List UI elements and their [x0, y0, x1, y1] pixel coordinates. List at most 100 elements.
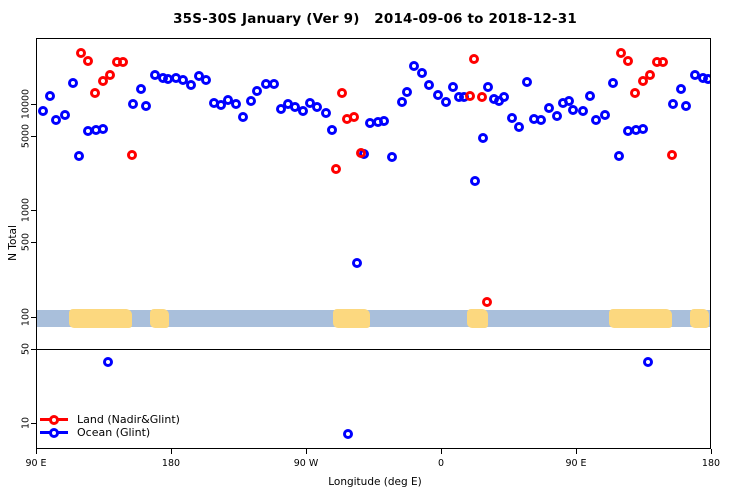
data-point-land: [658, 57, 668, 68]
data-point-land: [76, 48, 86, 58]
data-point-ocean: [327, 125, 337, 135]
data-point-ocean: [514, 122, 524, 132]
data-point-land: [105, 70, 115, 81]
data-point-ocean: [448, 82, 458, 92]
legend-label-land: Land (Nadir&Glint): [77, 413, 180, 426]
data-point-ocean: [591, 115, 601, 126]
data-point-ocean: [50, 115, 61, 126]
data-point-ocean: [186, 80, 196, 91]
reference-line-50: [37, 348, 710, 350]
data-point-land: [616, 48, 626, 58]
y-tick-label: 1000: [20, 198, 32, 223]
data-point-ocean: [216, 100, 226, 110]
land-strip-segment: [150, 308, 169, 329]
data-point-ocean: [178, 75, 188, 86]
data-point-land: [638, 76, 648, 86]
data-point-ocean: [387, 152, 397, 163]
data-point-ocean: [668, 99, 679, 110]
data-point-ocean: [600, 110, 610, 121]
ocean-strip: [37, 309, 710, 328]
y-tick-mark: [31, 316, 36, 318]
y-tick-label: 50: [20, 342, 32, 355]
data-point-ocean: [703, 74, 710, 84]
data-point-ocean: [98, 123, 108, 134]
x-tick-label: 90 E: [25, 458, 47, 469]
y-tick-mark: [31, 242, 36, 244]
plot-area: [36, 38, 711, 449]
data-point-land: [667, 149, 677, 160]
land-strip-segment: [690, 308, 709, 329]
data-point-ocean: [568, 105, 578, 115]
data-point-land: [465, 91, 475, 102]
data-point-land: [477, 92, 487, 103]
data-point-ocean: [507, 112, 517, 123]
x-tick-label: 180: [161, 458, 181, 469]
y-tick-mark: [31, 423, 36, 425]
land-strip-segment: [609, 308, 672, 329]
y-tick-mark: [31, 210, 36, 212]
land-strip-segment: [333, 308, 370, 329]
y-tick-label: 5000: [20, 123, 32, 148]
data-point-ocean: [417, 67, 427, 78]
data-point-ocean: [499, 92, 509, 103]
data-point-land: [349, 111, 359, 122]
x-tick-mark: [36, 449, 37, 454]
data-point-land: [98, 76, 108, 86]
y-axis-title: N Total: [7, 225, 19, 261]
data-point-ocean: [478, 133, 488, 144]
data-point-ocean: [402, 86, 412, 97]
y-tick-label: 10: [20, 417, 32, 430]
data-point-ocean: [397, 97, 407, 108]
data-point-ocean: [141, 101, 151, 111]
y-tick-label: 10000: [20, 88, 32, 119]
data-point-ocean: [676, 84, 686, 95]
data-point-ocean: [379, 116, 389, 126]
data-point-land: [630, 87, 640, 98]
data-point-ocean: [68, 78, 79, 89]
data-point-land: [623, 56, 633, 66]
data-point-ocean: [201, 75, 211, 86]
data-point-land: [356, 148, 366, 158]
data-point-land: [482, 297, 492, 308]
x-tick-label: 0: [437, 458, 445, 469]
data-point-ocean: [424, 80, 434, 91]
data-point-ocean: [441, 97, 451, 108]
data-point-ocean: [298, 106, 308, 117]
data-point-ocean: [136, 84, 146, 95]
data-point-land: [90, 87, 100, 98]
chart-title: 35S-30S January (Ver 9) 2014-09-06 to 20…: [173, 11, 577, 27]
data-point-ocean: [643, 356, 653, 367]
data-point-ocean: [103, 356, 113, 367]
x-tick-label: 180: [701, 458, 721, 469]
data-point-ocean: [128, 99, 138, 110]
land-marker-icon: [40, 414, 68, 425]
x-tick-mark: [306, 449, 307, 454]
data-point-ocean: [578, 106, 588, 117]
x-tick-label: 90 E: [565, 458, 587, 469]
data-point-ocean: [44, 91, 55, 102]
data-point-ocean: [536, 115, 546, 126]
data-point-ocean: [409, 61, 419, 72]
land-strip-segment: [466, 308, 488, 329]
x-tick-mark: [711, 449, 712, 454]
data-point-ocean: [522, 76, 532, 87]
y-tick-mark: [31, 103, 36, 105]
x-tick-mark: [576, 449, 577, 454]
ocean-marker-icon: [40, 427, 68, 438]
x-tick-label: 90 W: [293, 458, 319, 469]
data-point-ocean: [552, 111, 562, 122]
data-point-ocean: [321, 108, 331, 119]
data-point-ocean: [231, 99, 241, 110]
land-strip-segment: [69, 308, 132, 329]
legend: Land (Nadir&Glint) Ocean (Glint): [40, 413, 180, 439]
data-point-land: [645, 70, 655, 81]
data-point-land: [331, 164, 341, 175]
x-axis-title: Longitude (deg E): [328, 476, 422, 488]
data-point-ocean: [59, 110, 70, 121]
data-point-ocean: [564, 95, 574, 106]
data-point-ocean: [638, 123, 648, 134]
legend-item-ocean: Ocean (Glint): [40, 426, 180, 439]
data-point-ocean: [246, 95, 256, 106]
data-point-ocean: [269, 78, 279, 89]
x-tick-mark: [171, 449, 172, 454]
